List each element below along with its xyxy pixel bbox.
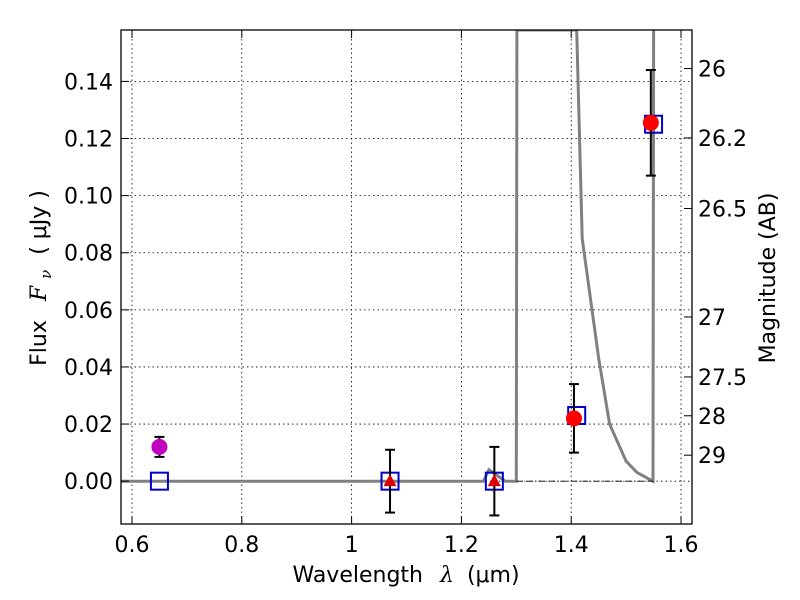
x-tick-label: 1.4 (554, 533, 589, 558)
right-axis-label: Magnitude (AB) (756, 193, 781, 364)
photometry-square-marker (149, 471, 169, 491)
y-tick-label: 0.06 (64, 299, 113, 324)
y-tick-label: 0.08 (64, 242, 113, 267)
data-circle-marker (642, 114, 659, 131)
y-tick-label: 0.14 (64, 70, 113, 95)
y2-tick-label: 29 (698, 444, 726, 469)
y2-tick-label: 28 (698, 405, 726, 430)
plot-frame (120, 29, 693, 525)
y2-tick-label: 26.5 (698, 197, 747, 222)
y-tick-label: 0.02 (64, 413, 113, 438)
y2-tick-label: 27 (698, 306, 726, 331)
x-axis-label: Wavelength λ (μm) (292, 563, 519, 588)
x-tick-label: 1.2 (444, 533, 479, 558)
y-axis-label: Flux F ν ( μJy ) (27, 190, 57, 366)
axis-ticks: 0.6 0.8 1 1.2 1.4 1.6 0.00 0.02 0.04 0.06 0.08 0.10… (64, 30, 747, 558)
data-circle-marker (565, 410, 582, 427)
data-points (149, 68, 664, 517)
x-tick-label: 0.8 (224, 533, 259, 558)
data-circle-marker (151, 438, 168, 455)
upper-limit-triangle-marker (487, 474, 501, 487)
upper-limit-triangle-marker (383, 474, 397, 487)
y-tick-label: 0.12 (64, 128, 113, 153)
y-tick-label: 0.04 (64, 356, 113, 381)
x-tick-label: 0.6 (114, 533, 149, 558)
y2-tick-label: 27.5 (698, 366, 747, 391)
y2-tick-label: 26.2 (698, 127, 747, 152)
y2-tick-label: 26 (698, 58, 726, 83)
x-tick-label: 1 (345, 533, 359, 558)
y-tick-label: 0.10 (64, 185, 113, 210)
grid-lines (121, 30, 692, 524)
x-tick-label: 1.6 (664, 533, 699, 558)
y-tick-label: 0.00 (64, 470, 113, 495)
